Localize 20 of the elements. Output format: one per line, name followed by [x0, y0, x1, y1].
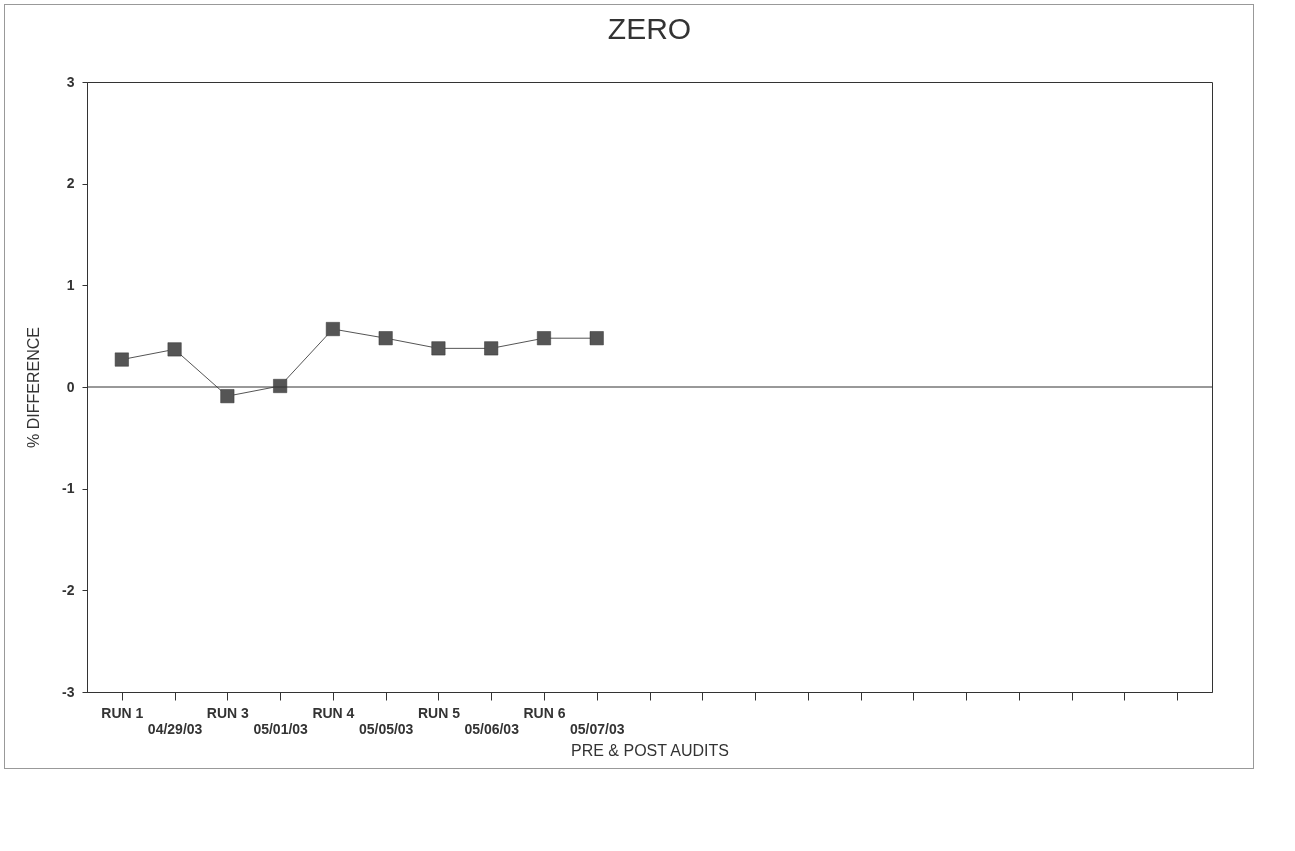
chart-title: ZERO: [607, 12, 692, 45]
x-axis-title: PRE & POST AUDITS: [571, 741, 729, 759]
x-tick-label: RUN 6: [523, 704, 566, 721]
y-tick-label: -3: [62, 683, 75, 700]
x-tick-label: 04/29/03: [147, 720, 203, 737]
x-tick-label: 05/07/03: [569, 720, 625, 737]
x-tick-label: RUN 4: [312, 704, 355, 721]
x-tick-label: RUN 5: [417, 704, 461, 721]
x-tick-label: RUN 3: [206, 704, 250, 721]
y-tick-label: -2: [62, 581, 75, 598]
y-tick-label: 2: [66, 175, 75, 192]
x-tick-label: 05/05/03: [358, 720, 414, 737]
y-tick-label: 3: [66, 73, 75, 90]
x-tick-label: RUN 1: [101, 704, 144, 721]
y-tick-label: 1: [66, 276, 75, 293]
x-tick-label: 05/06/03: [464, 720, 520, 737]
y-tick-label: -1: [62, 480, 75, 497]
y-tick-label: 0: [66, 378, 75, 395]
y-axis-title: % DIFFERENCE: [25, 327, 43, 448]
x-tick-label: 05/01/03: [253, 720, 309, 737]
